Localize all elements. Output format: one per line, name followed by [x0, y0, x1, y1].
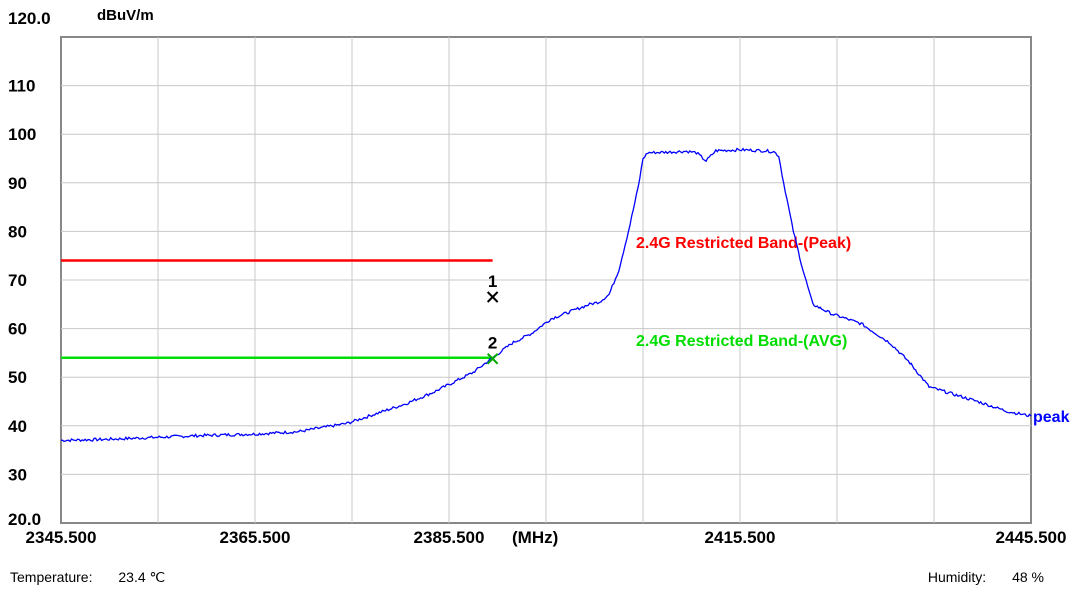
y-tick-label: 80 — [8, 222, 27, 241]
x-axis-ticks: 2345.500 2365.500 2385.500 2415.500 2445.500 — [26, 528, 1067, 547]
marker-label: 1 — [488, 272, 497, 291]
grid-lines — [61, 37, 1031, 523]
x-tick-label: 2445.500 — [996, 528, 1067, 547]
y-axis-unit: dBuV/m — [97, 7, 154, 24]
y-tick-label: 120.0 — [8, 9, 51, 28]
y-tick-label: 70 — [8, 271, 27, 290]
limit-label: 2.4G Restricted Band-(AVG) — [636, 333, 847, 350]
limit-label: 2.4G Restricted Band-(Peak) — [636, 235, 851, 252]
y-tick-label: 50 — [8, 368, 27, 387]
trace-line — [60, 147, 1032, 443]
humidity-value: 48 % — [1012, 569, 1044, 585]
y-tick-label: 40 — [8, 417, 27, 436]
x-axis-unit: (MHz) — [512, 528, 558, 547]
y-tick-label: 100 — [8, 125, 36, 144]
marker-cross — [486, 353, 499, 365]
humidity-readout: Humidity: 48 % — [928, 569, 1044, 585]
marker-label: 2 — [488, 334, 497, 353]
marker-cross — [486, 291, 499, 303]
x-tick-label: 2385.500 — [414, 528, 485, 547]
spectrum-chart: 2.4G Restricted Band-(Peak) 2.4G Restrict… — [8, 7, 1070, 547]
y-tick-label: 60 — [8, 320, 27, 339]
y-axis-ticks: 120.0 110 100 90 80 70 60 50 40 30 20.0 — [8, 9, 51, 529]
y-tick-label: 20.0 — [8, 510, 41, 529]
x-tick-label: 2345.500 — [26, 528, 97, 547]
marker-layer: 12 — [486, 272, 499, 365]
trace-layer: peak — [60, 147, 1070, 443]
trace-name-label: peak — [1033, 409, 1070, 426]
temperature-readout: Temperature: 23.4 ℃ — [10, 569, 165, 586]
x-tick-label: 2365.500 — [220, 528, 291, 547]
x-tick-label: 2415.500 — [705, 528, 776, 547]
temperature-value: 23.4 ℃ — [118, 569, 166, 585]
y-tick-label: 90 — [8, 174, 27, 193]
y-tick-label: 30 — [8, 465, 27, 484]
humidity-label: Humidity: — [927, 569, 987, 585]
temperature-label: Temperature: — [10, 569, 93, 585]
y-tick-label: 110 — [8, 77, 35, 96]
